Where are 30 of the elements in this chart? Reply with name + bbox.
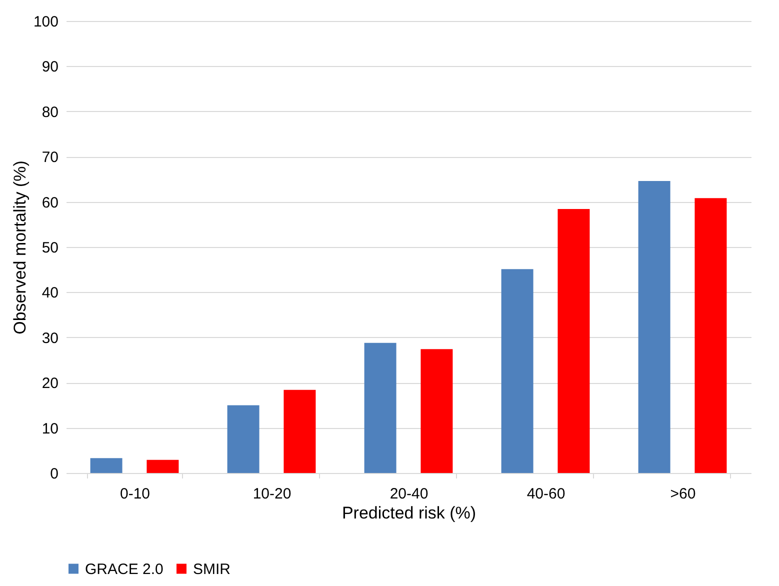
bar [501,269,534,473]
x-tick-label: 10-20 [252,486,292,502]
y-tick-label: 0 [50,466,58,482]
x-tick-label: >60 [670,486,696,502]
y-tick-label: 50 [42,240,58,256]
bar [90,458,122,473]
bar [638,181,670,473]
y-axis-title: Observed mortality (%) [10,160,30,334]
legend-label: SMIR [193,560,231,578]
bar [558,209,590,473]
bar [227,405,260,473]
legend-label: GRACE 2.0 [85,560,164,578]
bar [420,349,453,473]
x-tick-label: 40-60 [526,486,566,502]
y-tick-label: 20 [42,375,58,392]
bar [284,390,316,473]
y-tick-label: 90 [42,58,58,76]
bar [364,342,396,473]
y-tick-label: 40 [42,284,58,302]
y-tick-label: 30 [42,330,58,347]
x-axis-title: Predicted risk (%) [342,504,476,522]
bar [146,460,179,473]
x-tick-label: 20-40 [390,486,428,502]
y-tick-label: 80 [42,104,58,121]
x-tick-label: 0-10 [120,486,150,502]
y-tick-label: 60 [42,194,58,212]
y-tick-label: 10 [42,420,58,438]
y-tick-label: 70 [42,149,58,166]
y-tick-label: 100 [33,14,58,30]
bar [694,198,727,473]
